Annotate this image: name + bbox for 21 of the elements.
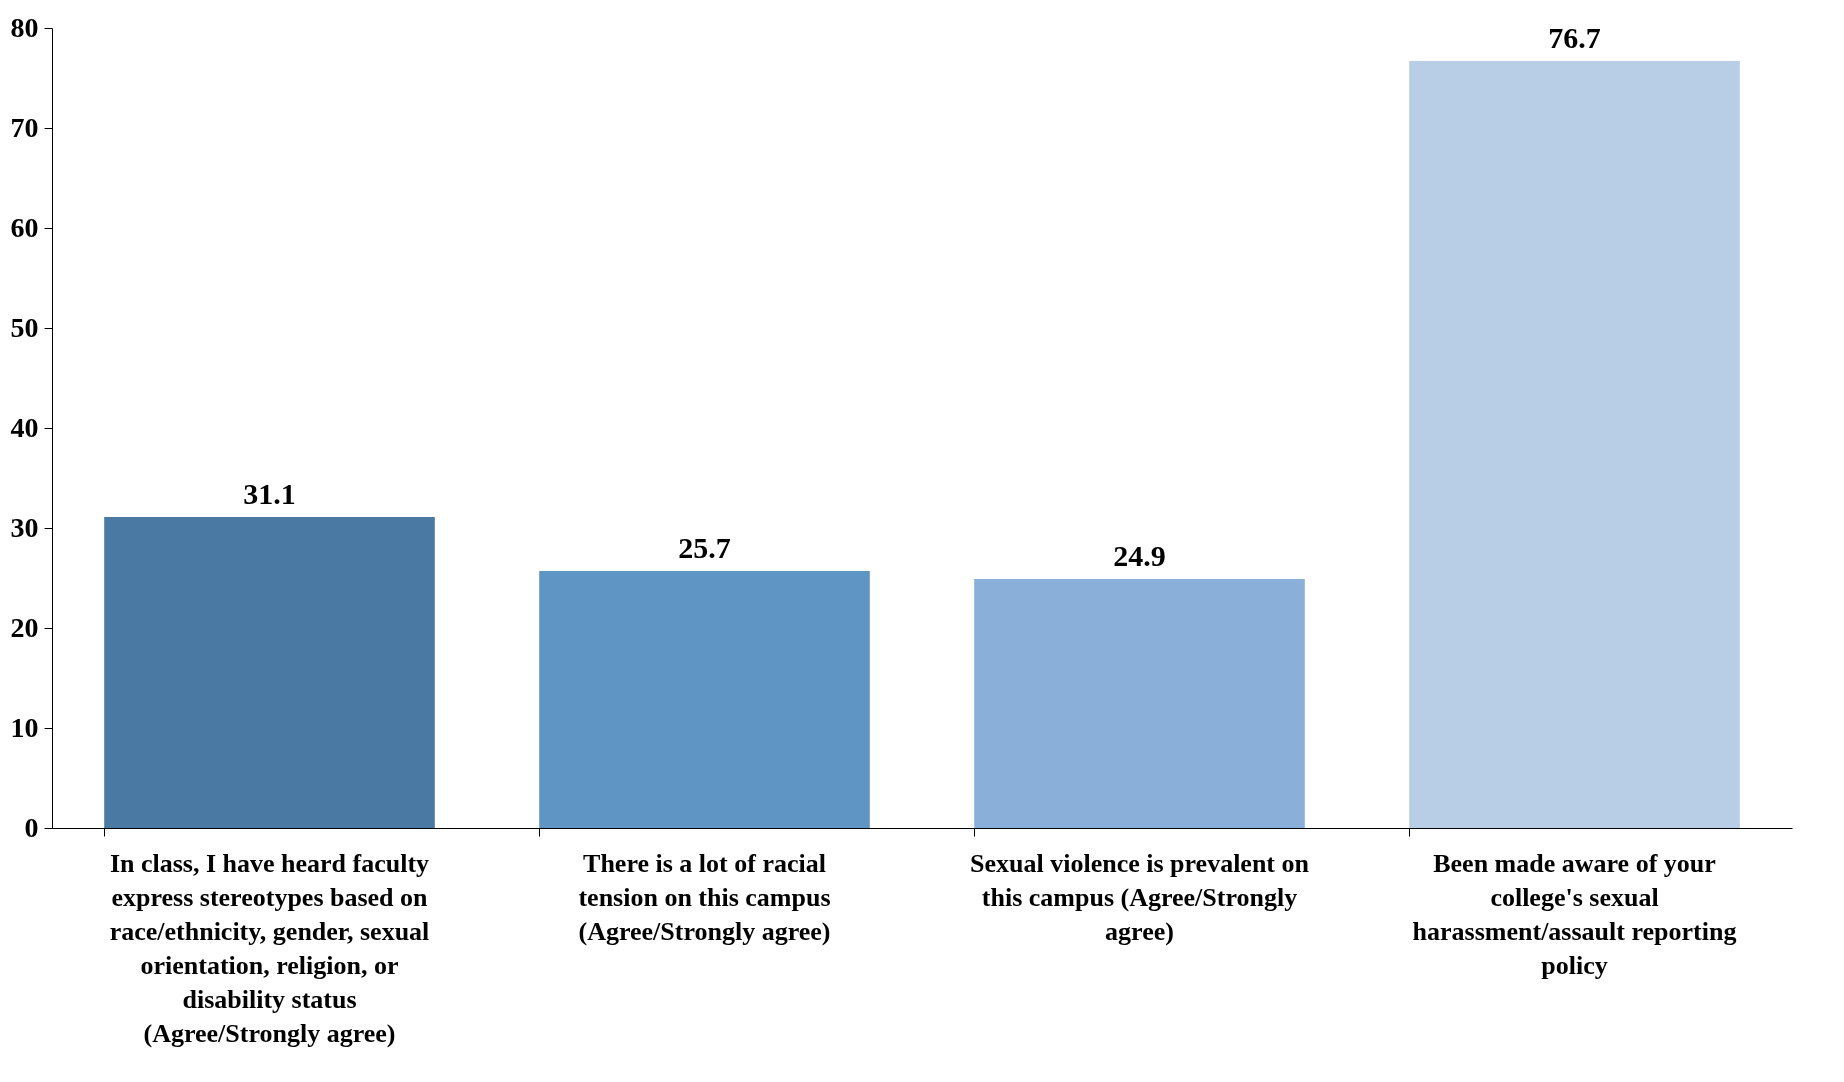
y-tick-label: 70 [10, 111, 39, 143]
y-tick-label: 50 [10, 311, 39, 343]
bar [539, 571, 870, 828]
y-tick-label: 20 [10, 611, 39, 643]
y-tick-label: 30 [10, 511, 39, 543]
data-label: 24.9 [1113, 539, 1166, 572]
data-label: 25.7 [678, 531, 731, 564]
y-tick-label: 10 [10, 711, 39, 743]
x-tick-label: Been made aware of your college's sexual harassment/assault reporting policy [1412, 848, 1737, 980]
bar [1409, 61, 1740, 828]
bar [974, 579, 1305, 828]
data-label: 76.7 [1548, 21, 1601, 54]
y-tick-label: 40 [10, 411, 39, 443]
y-tick-label: 80 [10, 11, 39, 43]
x-tick-label: Sexual violence is prevalent on this campus (Agree/Strongly agree) [970, 848, 1310, 946]
x-tick-label: In class, I have heard faculty express stereotypes based on race/ethnicity, gender, sexual orientation, religion, or disability status (Agree/Strongly agree) [109, 848, 430, 1048]
data-label: 31.1 [243, 477, 296, 510]
y-tick-label: 0 [24, 811, 39, 843]
x-tick-label: There is a lot of racial tension on this campus (Agree/Strongly agree) [578, 848, 831, 946]
y-tick-label: 60 [10, 211, 39, 243]
bar [104, 517, 435, 828]
